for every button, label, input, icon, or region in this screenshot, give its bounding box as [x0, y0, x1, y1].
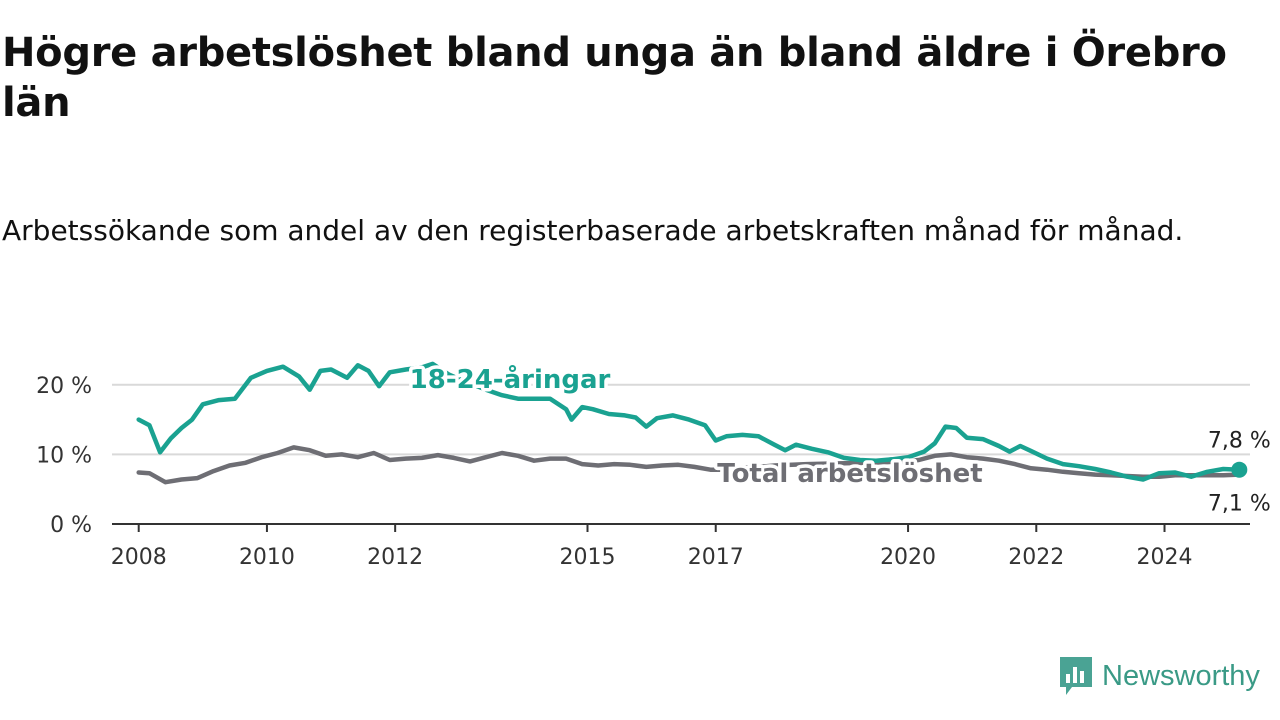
y-tick-label: 0 % — [50, 513, 92, 538]
x-tick-label: 2010 — [239, 545, 295, 570]
brand-name: Newsworthy — [1102, 659, 1260, 692]
y-tick-label: 10 % — [36, 443, 92, 468]
series-label-youth: 18-24-åringar — [410, 363, 611, 395]
x-tick-label: 2015 — [560, 545, 616, 570]
end-label-total: 7,1 % — [1208, 492, 1271, 517]
series-lines — [136, 361, 1242, 485]
end-marker-youth — [1231, 461, 1248, 478]
x-tick-label: 2022 — [1008, 545, 1064, 570]
y-tick-label: 20 % — [36, 374, 92, 399]
x-tick-label: 2008 — [111, 545, 167, 570]
line-chart: 0 % 10 % 20 % 2008 2010 2012 2015 2017 2020 2022 2… — [36, 360, 1271, 571]
page-subtitle: Arbetssökande som andel av den registerb… — [2, 214, 1184, 247]
series-line-youth — [136, 361, 1242, 482]
x-tick-label: 2024 — [1137, 545, 1193, 570]
x-tick-label: 2017 — [688, 545, 744, 570]
series-labels: 18-24-åringar Total arbetslöshet 7,8 % 7,1 … — [406, 360, 1271, 517]
axes: 0 % 10 % 20 % 2008 2010 2012 2015 2017 2020 2022 2… — [36, 374, 1250, 570]
page-title: Högre arbetslöshet bland unga än bland ä… — [2, 30, 1227, 126]
x-tick-label: 2012 — [367, 545, 423, 570]
newsworthy-brand: Newsworthy — [1058, 654, 1260, 698]
x-tick-label: 2020 — [880, 545, 936, 570]
series-line-total — [136, 445, 1242, 485]
end-label-youth: 7,8 % — [1208, 429, 1271, 454]
grid-lines — [112, 383, 1250, 456]
newsworthy-logo-icon — [1060, 657, 1092, 695]
series-label-total: Total arbetslöshet — [717, 459, 982, 489]
